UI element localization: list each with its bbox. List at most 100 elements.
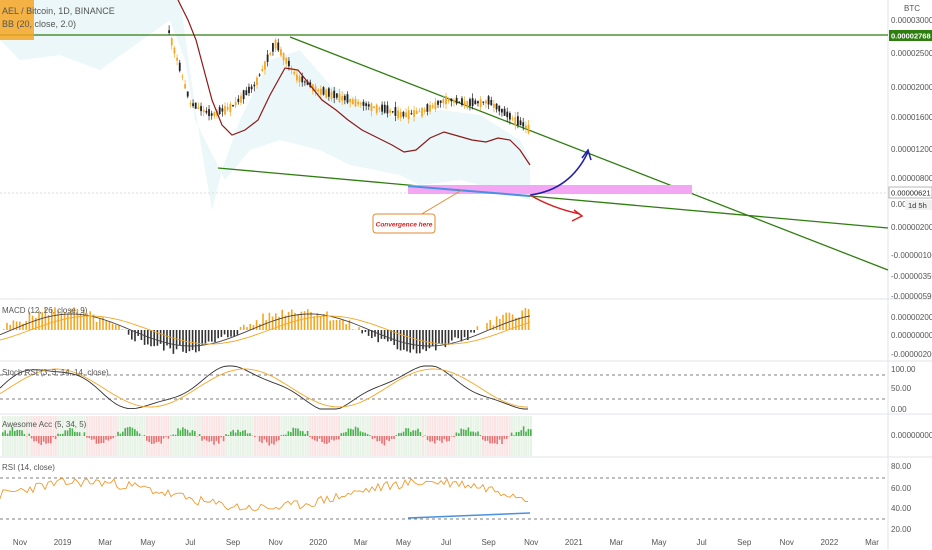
ao-bar [50, 436, 52, 444]
bollinger-label: BB (20, close, 2.0) [2, 19, 76, 29]
macd-bar [6, 322, 8, 330]
macd-bar [460, 330, 463, 342]
candle-body-38 [269, 53, 272, 55]
rsi-blue-trendline[interactable] [407, 512, 531, 519]
ao-bar [438, 436, 441, 441]
ao-bar [299, 430, 302, 436]
candle-body-27 [240, 95, 242, 103]
candle-body-90 [407, 110, 410, 120]
price-tick-9: -0.00000350 [891, 272, 932, 281]
macd-bar [278, 316, 280, 330]
ao-bar [88, 436, 90, 438]
macd-bar [310, 312, 312, 330]
macd-bar [9, 324, 11, 330]
macd-bar [214, 330, 216, 343]
ao-bar [153, 436, 155, 444]
ao-bar [110, 436, 112, 439]
candle-body-93 [415, 110, 418, 115]
ao-bar [23, 434, 26, 436]
ao-bar [354, 426, 357, 436]
ao-bar [201, 436, 203, 441]
ao-bar [496, 436, 498, 445]
candle-body-129 [511, 118, 514, 120]
candle-body-127 [506, 111, 509, 118]
ao-bar [400, 432, 402, 436]
macd-bar [521, 310, 523, 330]
ao-bar [453, 436, 455, 438]
macd-bar [54, 307, 56, 330]
candle-body-55 [314, 86, 317, 92]
candle-body-26 [237, 98, 240, 103]
countdown-tag [905, 200, 932, 210]
candle-body-47 [293, 71, 296, 74]
annotation-callout[interactable] [372, 213, 436, 234]
ao-bar [342, 432, 345, 436]
candle-body-65 [341, 96, 344, 101]
awesome-acc-pane [2, 416, 532, 456]
time-tick-4: Jul [185, 538, 195, 547]
macd-bar [374, 330, 376, 337]
candle-body-21 [224, 106, 226, 115]
candle-body-95 [421, 107, 423, 117]
ao-bar [105, 436, 107, 440]
blue-support-line[interactable] [407, 185, 531, 197]
candle-body-109 [458, 101, 461, 103]
macd-bar [47, 314, 50, 330]
ao-bar [258, 436, 261, 442]
currency-badge[interactable]: BTC [904, 4, 920, 13]
ao-bar [107, 436, 110, 441]
candle-body-130 [514, 117, 517, 126]
candle-body-49 [298, 76, 301, 82]
ao-bar [436, 436, 438, 441]
macd-bar [102, 317, 104, 330]
candle-body-86 [397, 110, 399, 119]
candle-body-87 [399, 111, 402, 118]
ao-bar [448, 436, 450, 442]
ao-bar [326, 436, 328, 444]
ao-bar [249, 433, 251, 436]
candle-body-22 [226, 107, 229, 110]
price-tick-2: 0.00002000 [891, 83, 932, 92]
ao-bar [359, 431, 362, 436]
macd-bar [73, 307, 75, 330]
ao-bar [232, 429, 234, 436]
stoch-label: Stoch RSI (3, 3, 14, 14, close) [2, 368, 109, 377]
candle-body-133 [522, 122, 525, 127]
candle-body-74 [365, 103, 368, 106]
down-projection-arrow[interactable] [529, 194, 581, 215]
ao-bar [366, 434, 369, 436]
macd-bar [342, 319, 344, 330]
ao-bar [306, 430, 309, 436]
price-tick-0: 0.00003000 [891, 16, 932, 25]
ao-bar [407, 428, 410, 436]
macd-bar [230, 330, 232, 337]
lower-trendline[interactable] [217, 167, 889, 229]
ao-bar [311, 436, 314, 440]
ao-bar [261, 436, 263, 443]
ao-bar [117, 431, 119, 436]
ao-bar [357, 427, 359, 436]
macd-pane [0, 307, 531, 354]
macd-bar [393, 330, 395, 345]
macd-bar [371, 330, 373, 339]
macd-bar [300, 311, 303, 330]
stoch-k-line [0, 365, 528, 410]
macd-bar [195, 330, 197, 353]
candle-body-82 [386, 105, 389, 114]
candle-body-108 [455, 97, 458, 104]
candle-body-15 [208, 109, 210, 117]
macd-tick-1: 0.00000000 [891, 331, 932, 340]
macd-bar [31, 315, 34, 330]
macd-bar [425, 330, 427, 352]
candle-body-1 [170, 38, 173, 46]
candle-body-103 [442, 99, 445, 104]
ao-bar [78, 432, 81, 436]
macd-bar [396, 330, 399, 350]
ao-bar [441, 436, 443, 443]
up-projection-arrow[interactable] [529, 151, 589, 196]
candle-body-8 [189, 103, 192, 105]
ao-bar [479, 435, 482, 436]
candle-body-104 [445, 96, 447, 105]
macd-bar [412, 330, 415, 350]
ao-bar [465, 429, 467, 436]
